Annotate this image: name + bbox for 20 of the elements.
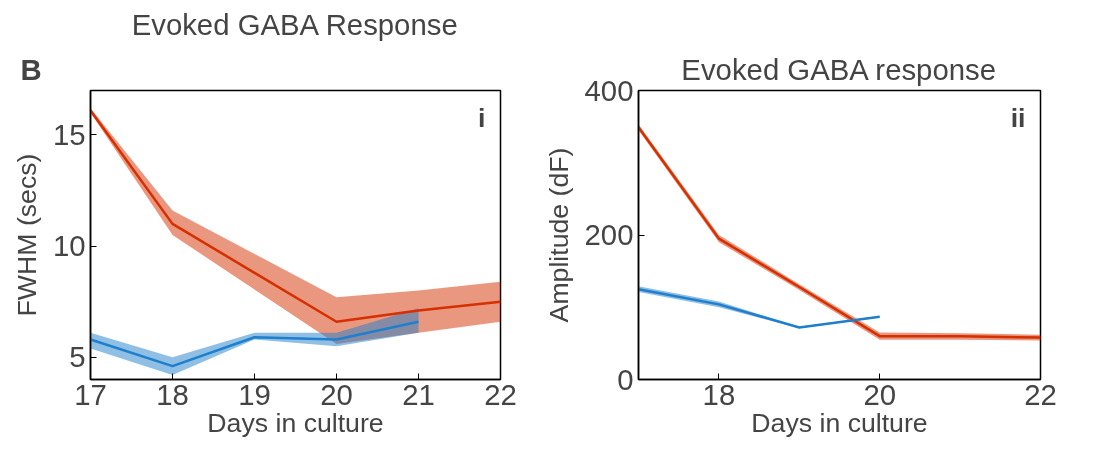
chart-title: Evoked GABA response bbox=[681, 52, 997, 86]
x-tick-label: 22 bbox=[484, 377, 517, 411]
x-tick-label: 21 bbox=[402, 377, 435, 411]
x-tick-label: 17 bbox=[74, 377, 107, 411]
y-tick-label: 400 bbox=[584, 73, 634, 107]
chart-title: Evoked GABA Response bbox=[131, 7, 458, 41]
x-tick-label: 22 bbox=[1024, 377, 1057, 411]
y-tick-label: 10 bbox=[52, 229, 86, 263]
y-tick-label: 0 bbox=[617, 362, 634, 396]
text: B bbox=[20, 52, 42, 86]
y-axis-title: FWHM (secs) bbox=[11, 153, 42, 317]
y-axis-title: Amplitude (dF) bbox=[543, 147, 574, 323]
annotation: ii bbox=[1010, 102, 1026, 133]
x-tick-label: 18 bbox=[156, 377, 189, 411]
line-series bbox=[90, 320, 420, 368]
x-tick-label: 18 bbox=[702, 377, 736, 411]
y-tick-label: 5 bbox=[69, 340, 86, 374]
annotation: i bbox=[478, 102, 486, 133]
y-tick-label: 200 bbox=[584, 218, 634, 251]
y-tick-label: 15 bbox=[52, 117, 86, 151]
